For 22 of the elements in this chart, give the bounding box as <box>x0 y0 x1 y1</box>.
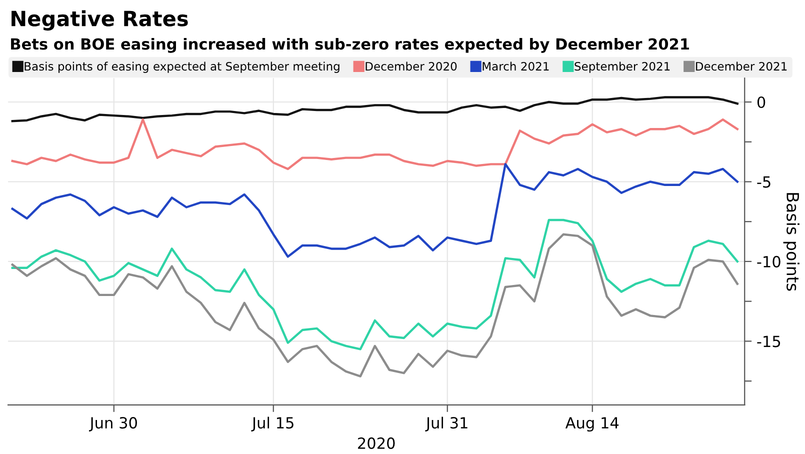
line-series <box>11 163 738 258</box>
x-tick-label: Jul 15 <box>251 416 294 432</box>
chart-title: Negative Rates <box>12 10 188 31</box>
x-tick-label: Jun 30 <box>89 417 137 432</box>
legend-label: December 2021 <box>696 62 787 71</box>
line-series <box>11 118 738 170</box>
chart-subtitle: Bets on BOE easing increased with sub-zero rates expected by December 2021 <box>11 38 690 53</box>
y-tick-label: -10 <box>757 256 780 268</box>
line-series <box>11 233 738 378</box>
legend-label: Basis points of easing expected at September meeting <box>24 62 340 73</box>
x-tick-label: Aug 14 <box>565 417 619 432</box>
legend-label: December 2020 <box>366 62 457 71</box>
legend-label: March 2021 <box>482 62 549 71</box>
y-tick-label: -5 <box>757 176 770 188</box>
y-axis-title: Basis points <box>783 193 800 291</box>
legend-label: September 2021 <box>574 62 670 73</box>
x-tick-label: Jul 31 <box>425 416 468 432</box>
x-axis-title: 2020 <box>358 437 395 449</box>
line-series <box>11 218 738 350</box>
y-tick-label: -15 <box>757 336 780 348</box>
line-series <box>11 96 738 122</box>
y-tick-label: 0 <box>757 96 766 108</box>
